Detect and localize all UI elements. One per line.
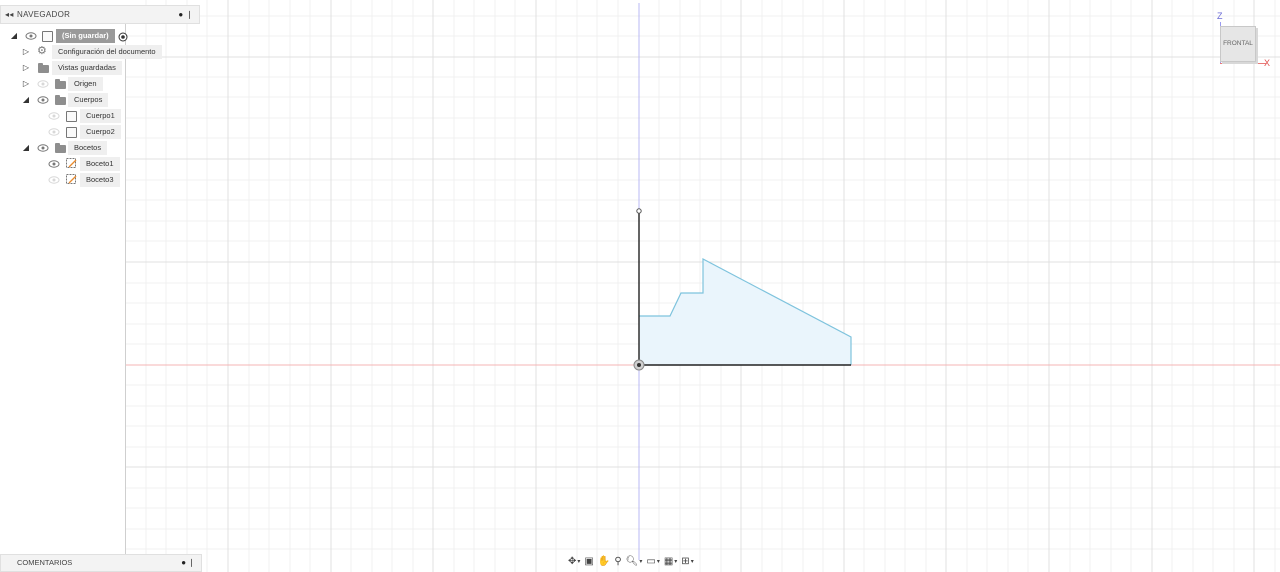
folder-icon xyxy=(55,143,66,153)
x-axis-label: X xyxy=(1264,58,1271,68)
tree-row-sketch[interactable]: Boceto3 xyxy=(0,173,200,187)
document-icon xyxy=(42,31,53,42)
sketch-icon xyxy=(66,158,77,168)
body-icon xyxy=(66,127,77,138)
tree-row-body[interactable]: Cuerpo1 xyxy=(0,109,200,123)
tree-item-label: Boceto3 xyxy=(80,173,120,187)
folder-icon xyxy=(38,63,49,73)
tree-row-sketches[interactable]: ◢ Bocetos xyxy=(0,141,200,155)
eye-hidden-icon[interactable] xyxy=(48,111,60,121)
tree-row-saved-views[interactable]: ▷ Vistas guardadas xyxy=(0,61,200,75)
gear-icon: ⚙ xyxy=(37,45,47,57)
double-chevron-left-icon[interactable]: ◂◂ xyxy=(5,10,14,19)
pin-icon[interactable]: ● ❘ xyxy=(178,10,193,19)
pin-icon[interactable]: ● ❘ xyxy=(181,558,195,567)
tree-row-document[interactable]: ◢ (Sin guardar) xyxy=(0,29,200,43)
eye-icon[interactable] xyxy=(25,31,37,41)
eye-hidden-icon[interactable] xyxy=(48,127,60,137)
expanded-triangle-icon[interactable]: ◢ xyxy=(10,31,18,40)
tree-row-bodies[interactable]: ◢ Cuerpos xyxy=(0,93,200,107)
tree-item-label: Cuerpo2 xyxy=(80,125,121,139)
folder-icon xyxy=(55,95,66,105)
look-at-icon[interactable]: ▣ xyxy=(584,556,594,567)
tree-item-label: Cuerpo1 xyxy=(80,109,121,123)
sketch-icon xyxy=(66,174,77,184)
tree-item-label: Vistas guardadas xyxy=(52,61,122,75)
eye-hidden-icon[interactable] xyxy=(37,79,49,89)
panel-separator xyxy=(125,24,126,554)
tree-item-label: Bocetos xyxy=(68,141,108,155)
z-axis-label: Z xyxy=(1217,11,1223,21)
orbit-icon[interactable]: ✥ ▾ xyxy=(568,556,581,567)
navigator-title: NAVEGADOR xyxy=(17,10,71,19)
pan-hand-icon[interactable]: ✋ xyxy=(597,556,611,567)
viewcube-front-face[interactable]: FRONTAL xyxy=(1220,26,1256,62)
expanded-triangle-icon[interactable]: ◢ xyxy=(22,95,30,104)
body-icon xyxy=(66,111,77,122)
sketch-endpoint[interactable] xyxy=(636,208,642,214)
navigator-header: ◂◂ NAVEGADOR ● ❘ xyxy=(0,5,200,24)
eye-icon[interactable] xyxy=(37,95,49,105)
major-grid xyxy=(126,0,1280,572)
viewcube[interactable]: Z X FRONTAL xyxy=(1212,10,1274,70)
x-axis-indicator xyxy=(1220,63,1266,64)
minor-grid xyxy=(126,0,1280,572)
origin-point-center xyxy=(637,363,641,367)
fit-zoom-icon[interactable]: 🔍︎ ▾ xyxy=(625,556,643,567)
tree-row-origin[interactable]: ▷ Origen xyxy=(0,77,200,91)
collapsed-triangle-icon[interactable]: ▷ xyxy=(22,47,30,56)
tree-row-body[interactable]: Cuerpo2 xyxy=(0,125,200,139)
collapsed-triangle-icon[interactable]: ▷ xyxy=(22,63,30,72)
document-label[interactable]: (Sin guardar) xyxy=(56,29,115,43)
zoom-icon[interactable]: ⚲ xyxy=(614,556,622,567)
comments-panel[interactable]: COMENTARIOS ● ❘ xyxy=(0,554,202,572)
tree-row-sketch[interactable]: Boceto1 xyxy=(0,157,200,171)
tree-row-document-settings[interactable]: ▷ ⚙ Configuración del documento xyxy=(0,45,200,59)
tree-item-label: Cuerpos xyxy=(68,93,109,107)
tree-item-label: Configuración del documento xyxy=(52,45,162,59)
comments-title: COMENTARIOS xyxy=(17,558,73,567)
navigation-toolbar: ✥ ▾ ▣ ✋ ⚲ 🔍︎ ▾ ▭ ▾ ▦ ▾ ⊞ ▾ xyxy=(568,554,694,570)
eye-icon[interactable] xyxy=(37,143,49,153)
eye-hidden-icon[interactable] xyxy=(48,175,60,185)
collapsed-triangle-icon[interactable]: ▷ xyxy=(22,79,30,88)
radio-target-icon[interactable] xyxy=(118,32,128,42)
navigator-panel: ◂◂ NAVEGADOR ● ❘ ◢ (Sin guardar) ▷ ⚙ Con… xyxy=(0,5,200,187)
sketch-profile[interactable] xyxy=(639,259,851,365)
viewports-icon[interactable]: ⊞ ▾ xyxy=(681,556,694,567)
grid-icon[interactable]: ▦ ▾ xyxy=(663,556,678,567)
sketch-profile-outline[interactable] xyxy=(639,258,852,365)
eye-icon[interactable] xyxy=(48,159,60,169)
expanded-triangle-icon[interactable]: ◢ xyxy=(22,143,30,152)
tree-item-label: Boceto1 xyxy=(80,157,120,171)
display-settings-icon[interactable]: ▭ ▾ xyxy=(646,556,660,567)
folder-icon xyxy=(55,79,66,89)
tree-item-label: Origen xyxy=(68,77,103,91)
